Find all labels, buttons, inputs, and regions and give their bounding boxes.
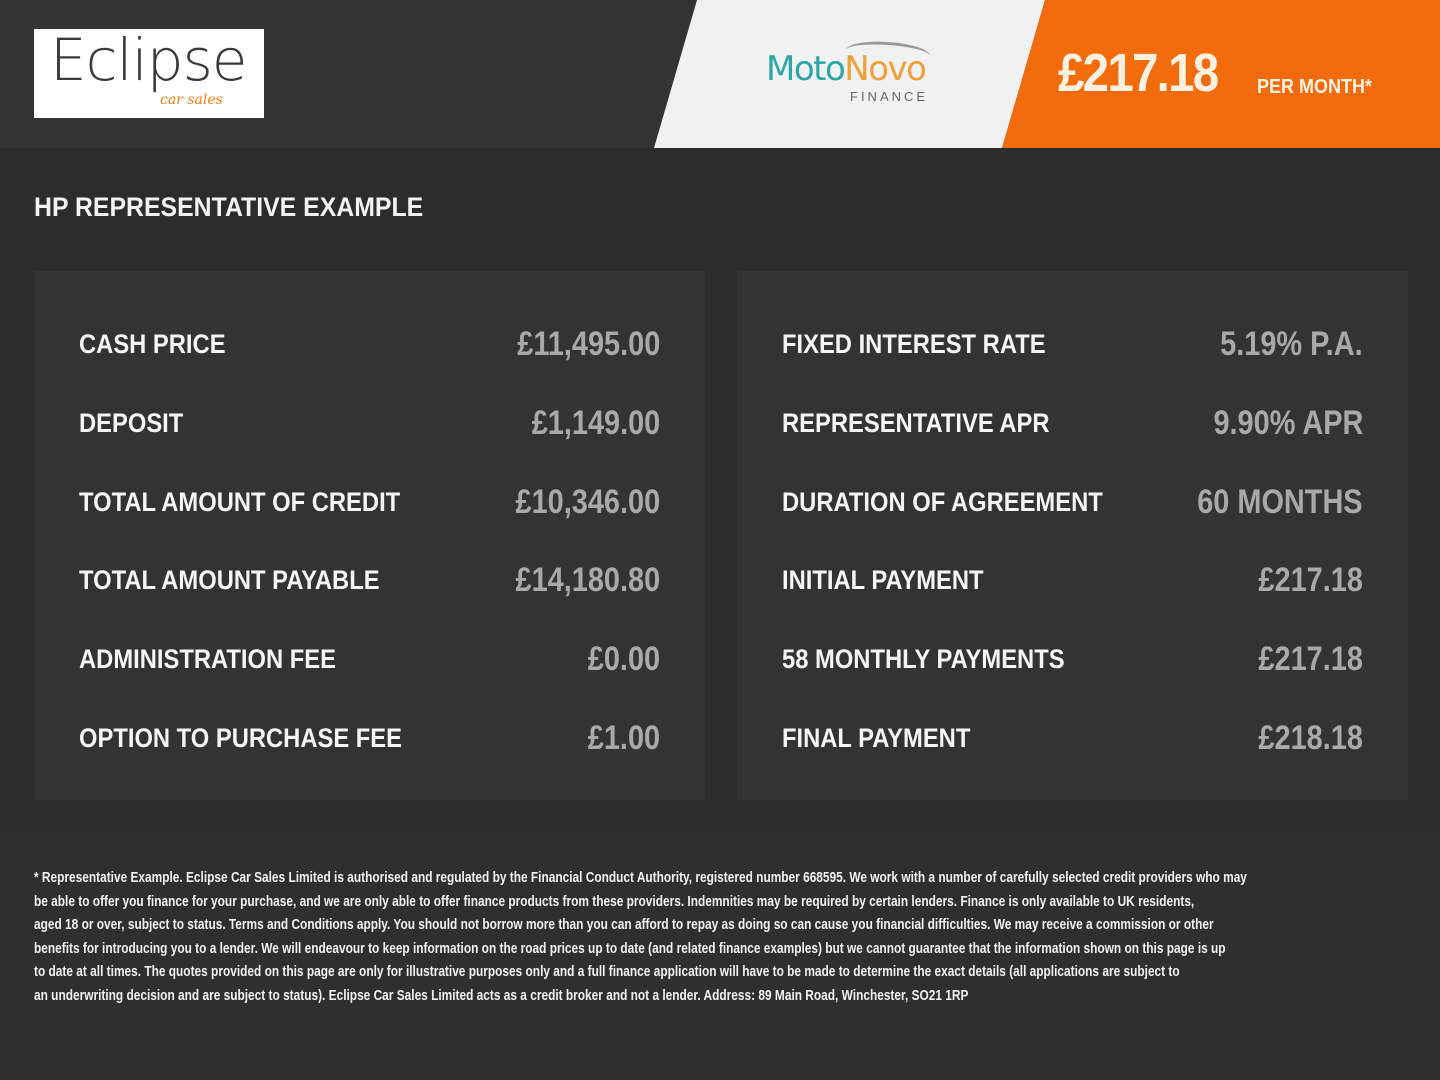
row-value: 5.19% P.A.	[1220, 325, 1363, 363]
row-value: £217.18	[1258, 640, 1363, 678]
row-label: ADMINISTRATION FEE	[79, 644, 336, 674]
disclaimer-line: * Representative Example. Eclipse Car Sa…	[34, 870, 1247, 886]
motonovo-logo-subtext: FINANCE	[850, 89, 929, 104]
row-value: £10,346.00	[515, 483, 660, 521]
row-value: £1.00	[587, 719, 660, 757]
finance-row: FINAL PAYMENT £218.18	[782, 719, 1363, 763]
row-value: 60 MONTHS	[1197, 483, 1363, 521]
monthly-price: £217.18	[1058, 43, 1219, 103]
row-label: OPTION TO PURCHASE FEE	[79, 723, 403, 753]
row-label: INITIAL PAYMENT	[782, 565, 984, 595]
finance-row: DURATION OF AGREEMENT 60 MONTHS	[782, 483, 1363, 527]
row-value: £0.00	[587, 640, 660, 678]
eclipse-logo-text: Eclipse	[50, 26, 247, 94]
per-month-label: PER MONTH*	[1257, 76, 1373, 98]
row-value: £1,149.00	[531, 404, 660, 442]
row-value: £218.18	[1258, 719, 1363, 757]
row-label: DEPOSIT	[79, 408, 184, 438]
section-title: HP REPRESENTATIVE EXAMPLE	[34, 192, 424, 222]
row-label: TOTAL AMOUNT OF CREDIT	[79, 487, 401, 517]
finance-row: REPRESENTATIVE APR 9.90% APR	[782, 404, 1363, 448]
disclaimer-line: aged 18 or over, subject to status. Term…	[34, 917, 1214, 933]
finance-row: TOTAL AMOUNT PAYABLE £14,180.80	[79, 561, 660, 605]
right-finance-panel: FIXED INTEREST RATE 5.19% P.A. REPRESENTA…	[737, 271, 1408, 800]
finance-row: 58 MONTHLY PAYMENTS £217.18	[782, 640, 1363, 684]
disclaimer-line: be able to offer you finance for your pu…	[34, 894, 1195, 910]
row-value: 9.90% APR	[1213, 404, 1363, 442]
finance-row: FIXED INTEREST RATE 5.19% P.A.	[782, 325, 1363, 369]
row-label: 58 MONTHLY PAYMENTS	[782, 644, 1065, 674]
finance-row: OPTION TO PURCHASE FEE £1.00	[79, 719, 660, 763]
motonovo-logo: MotoNovo	[766, 49, 927, 89]
finance-row: INITIAL PAYMENT £217.18	[782, 561, 1363, 605]
disclaimer-line: to date at all times. The quotes provide…	[34, 964, 1180, 980]
header-banner: Eclipse car sales MotoNovo FINANCE £217.…	[0, 0, 1440, 148]
row-label: REPRESENTATIVE APR	[782, 408, 1050, 438]
row-label: FINAL PAYMENT	[782, 723, 971, 753]
row-value: £11,495.00	[516, 325, 660, 363]
finance-row: TOTAL AMOUNT OF CREDIT £10,346.00	[79, 483, 660, 527]
price-band	[1002, 0, 1440, 148]
finance-provider-band	[654, 0, 1045, 148]
eclipse-logo-subtext: car sales	[160, 92, 223, 108]
finance-row: ADMINISTRATION FEE £0.00	[79, 640, 660, 684]
row-value: £217.18	[1258, 561, 1363, 599]
row-label: DURATION OF AGREEMENT	[782, 487, 1103, 517]
left-finance-panel: CASH PRICE £11,495.00 DEPOSIT £1,149.00 TO…	[34, 271, 705, 800]
eclipse-logo: Eclipse car sales	[34, 29, 264, 118]
row-label: FIXED INTEREST RATE	[782, 329, 1046, 359]
disclaimer-line: an underwriting decision and are subject…	[34, 988, 969, 1004]
finance-row: DEPOSIT £1,149.00	[79, 404, 660, 448]
finance-row: CASH PRICE £11,495.00	[79, 325, 660, 369]
disclaimer-line: benefits for introducing you to a lender…	[34, 941, 1226, 957]
row-value: £14,180.80	[515, 561, 660, 599]
disclaimer: * Representative Example. Eclipse Car Sa…	[0, 832, 1440, 1080]
row-label: CASH PRICE	[79, 329, 226, 359]
row-label: TOTAL AMOUNT PAYABLE	[79, 565, 380, 595]
